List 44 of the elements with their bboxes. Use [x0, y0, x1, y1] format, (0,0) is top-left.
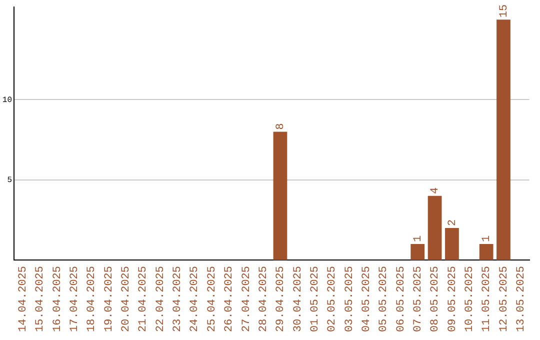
x-tick-label: 19.04.2025 — [103, 266, 116, 332]
x-tick-label: 25.04.2025 — [206, 266, 218, 332]
y-tick-label: 5 — [7, 176, 12, 185]
x-tick-label: 03.05.2025 — [344, 266, 356, 332]
x-tick-label: 27.04.2025 — [240, 266, 253, 332]
bar — [445, 228, 459, 260]
x-tick-label: 21.04.2025 — [138, 266, 150, 332]
x-tick-label: 08.05.2025 — [430, 266, 442, 332]
x-tick-label: 23.04.2025 — [172, 266, 184, 332]
x-tick-label: 13.05.2025 — [516, 266, 528, 332]
x-tick-label: 29.04.2025 — [275, 266, 288, 332]
x-tick-label: 17.04.2025 — [69, 266, 82, 332]
bar — [428, 196, 442, 260]
x-tick-label: 30.04.2025 — [292, 266, 304, 332]
x-tick-label: 04.05.2025 — [360, 266, 373, 332]
data-label: 1 — [481, 234, 494, 242]
x-tick-label: 24.04.2025 — [189, 266, 202, 332]
x-tick-label: 15.04.2025 — [34, 266, 47, 332]
data-label: 15 — [498, 4, 510, 18]
x-tick-label: 05.05.2025 — [378, 266, 390, 332]
x-tick-label: 09.05.2025 — [446, 266, 459, 332]
data-label: 2 — [446, 219, 459, 226]
bar — [496, 20, 510, 260]
x-tick-label: 12.05.2025 — [498, 266, 510, 332]
x-tick-label: 16.04.2025 — [52, 266, 64, 332]
x-tick-label: 01.05.2025 — [309, 266, 322, 332]
x-tick-label: 20.04.2025 — [120, 266, 133, 332]
y-tick-label: 10 — [2, 96, 12, 105]
bar — [479, 244, 494, 260]
bar — [410, 244, 425, 260]
data-label: 4 — [430, 186, 442, 194]
bar — [273, 132, 288, 260]
x-tick-label: 18.04.2025 — [86, 266, 98, 332]
x-tick-label: 10.05.2025 — [464, 266, 476, 332]
x-tick-label: 28.04.2025 — [258, 266, 270, 332]
x-tick-label: 14.04.2025 — [17, 266, 30, 332]
x-tick-label: 26.04.2025 — [224, 266, 236, 332]
x-tick-label: 06.05.2025 — [395, 266, 408, 332]
x-tick-label: 07.05.2025 — [412, 266, 425, 332]
data-label: 1 — [412, 234, 425, 242]
data-label: 8 — [275, 123, 288, 130]
x-tick-label: 22.04.2025 — [154, 266, 167, 332]
x-tick-label: 11.05.2025 — [481, 266, 494, 332]
x-tick-label: 02.05.2025 — [326, 266, 339, 332]
